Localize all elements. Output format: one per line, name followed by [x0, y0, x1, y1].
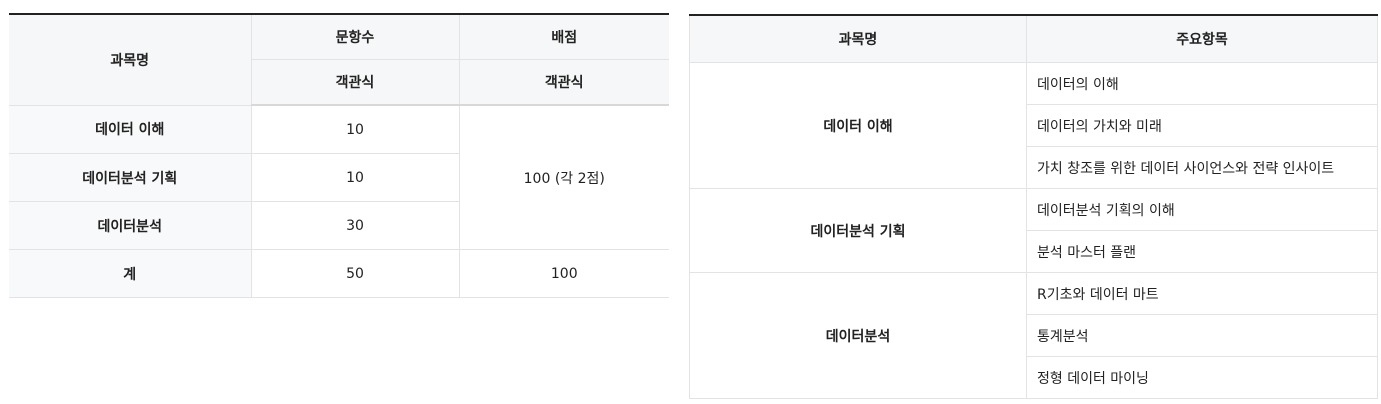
- subject-cell: 데이터분석 기획: [689, 188, 1027, 273]
- item-cell: 분석 마스터 플랜: [1026, 230, 1378, 273]
- subject-cell: 데이터분석: [9, 201, 252, 250]
- count-cell: 10: [250, 153, 460, 202]
- merged-score-cell: 100 (각 2점): [458, 104, 669, 250]
- exam-content-table: 과목명 주요항목 데이터 이해 데이터의 이해 데이터의 가치와 미래 가치 창…: [689, 14, 1378, 399]
- total-label-cell: 계: [9, 249, 252, 298]
- header-score: 배점: [458, 13, 669, 60]
- total-score-cell: 100: [458, 249, 669, 298]
- table-row: 데이터분석 30: [9, 201, 669, 250]
- table-row: 데이터의 가치와 미래: [690, 104, 1378, 147]
- table-row: 통계분석: [690, 314, 1378, 357]
- item-cell: R기초와 데이터 마트: [1026, 272, 1378, 315]
- header-subject: 과목명: [689, 14, 1027, 63]
- table-row: 데이터 이해 10 100 (각 2점): [9, 104, 669, 250]
- table-row: 데이터분석 기획 데이터분석 기획의 이해: [689, 188, 1378, 273]
- count-cell: 30: [250, 201, 460, 250]
- table-row: 정형 데이터 마이닝: [690, 356, 1378, 399]
- header-question-count: 문항수: [250, 13, 460, 60]
- subject-cell: 데이터분석: [689, 272, 1027, 399]
- total-row: 계 50 100: [9, 249, 669, 298]
- subject-cell: 데이터 이해: [689, 62, 1027, 189]
- header-main-items: 주요항목: [1026, 14, 1378, 63]
- subject-cell: 데이터분석 기획: [9, 153, 252, 202]
- table-row: 데이터 이해 데이터의 이해: [689, 62, 1378, 189]
- item-cell: 데이터분석 기획의 이해: [1026, 188, 1378, 231]
- table-row: 분석 마스터 플랜: [690, 230, 1378, 273]
- item-cell: 통계분석: [1026, 314, 1378, 357]
- header-question-type: 객관식: [250, 59, 460, 106]
- header-subject: 과목명: [9, 13, 252, 106]
- subject-cell: 데이터 이해: [9, 104, 252, 154]
- total-count-cell: 50: [250, 249, 460, 298]
- exam-structure-table: 과목명 문항수 배점 객관식 객관식 데이터 이해 10 100 (각 2점) …: [9, 13, 669, 298]
- header-score-type: 객관식: [458, 59, 669, 106]
- table-row: 가치 창조를 위한 데이터 사이언스와 전략 인사이트: [690, 146, 1378, 189]
- count-cell: 10: [250, 104, 460, 154]
- item-cell: 가치 창조를 위한 데이터 사이언스와 전략 인사이트: [1026, 146, 1378, 189]
- item-cell: 데이터의 이해: [1026, 62, 1378, 105]
- table-row: 데이터분석 R기초와 데이터 마트: [689, 272, 1378, 399]
- item-cell: 데이터의 가치와 미래: [1026, 104, 1378, 147]
- item-cell: 정형 데이터 마이닝: [1026, 356, 1378, 399]
